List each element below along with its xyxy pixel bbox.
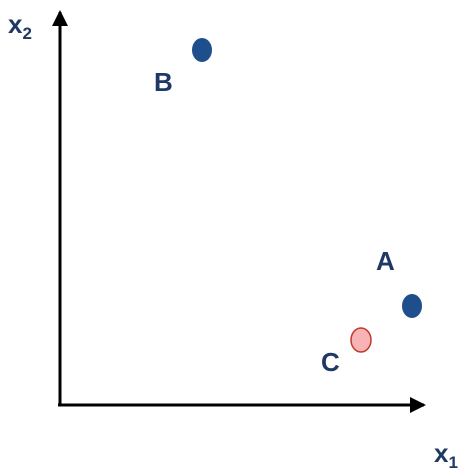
x2-axis-label: x2 [8, 9, 32, 43]
x1-axis-label: x1 [434, 438, 458, 472]
point-label: C [321, 347, 340, 377]
point-b [192, 38, 212, 62]
point-label: B [154, 67, 173, 97]
point-label: A [376, 246, 395, 276]
point-c [350, 327, 372, 353]
x2-label: x [8, 9, 23, 39]
x1-subscript: 1 [448, 453, 457, 472]
x1-label: x [434, 438, 449, 468]
x2-subscript: 2 [22, 24, 31, 43]
point-a [402, 294, 422, 318]
